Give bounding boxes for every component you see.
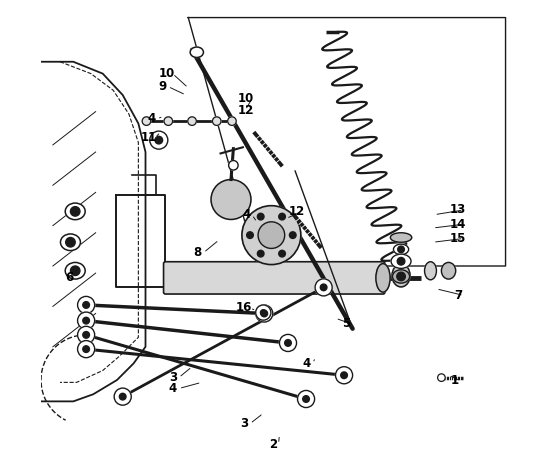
- Ellipse shape: [280, 334, 296, 352]
- Ellipse shape: [155, 136, 163, 144]
- Text: 14: 14: [450, 218, 466, 231]
- Ellipse shape: [341, 372, 348, 379]
- Ellipse shape: [119, 393, 126, 400]
- Text: 8: 8: [194, 246, 202, 259]
- Ellipse shape: [228, 117, 236, 125]
- Text: 9: 9: [158, 80, 166, 93]
- Ellipse shape: [320, 284, 327, 291]
- Circle shape: [278, 213, 285, 220]
- Ellipse shape: [77, 296, 95, 314]
- Ellipse shape: [261, 310, 267, 317]
- Ellipse shape: [77, 312, 95, 329]
- Ellipse shape: [65, 203, 85, 219]
- Ellipse shape: [256, 305, 273, 322]
- Ellipse shape: [391, 254, 411, 268]
- Ellipse shape: [150, 131, 168, 149]
- Ellipse shape: [228, 161, 238, 170]
- Ellipse shape: [256, 305, 271, 320]
- Text: 3: 3: [240, 417, 248, 430]
- Ellipse shape: [83, 317, 90, 324]
- Ellipse shape: [190, 47, 203, 57]
- Text: 12: 12: [238, 104, 255, 117]
- Ellipse shape: [297, 390, 315, 408]
- Ellipse shape: [83, 346, 90, 352]
- Text: 7: 7: [454, 289, 462, 302]
- Text: 12: 12: [289, 205, 305, 218]
- Text: 16: 16: [236, 301, 252, 314]
- FancyBboxPatch shape: [164, 262, 385, 294]
- Text: 2: 2: [268, 437, 277, 451]
- Ellipse shape: [83, 332, 90, 338]
- Circle shape: [242, 206, 301, 265]
- Text: 10: 10: [159, 67, 175, 80]
- Text: 4: 4: [147, 112, 155, 125]
- Circle shape: [66, 238, 75, 247]
- Ellipse shape: [285, 340, 291, 346]
- Ellipse shape: [398, 246, 404, 253]
- Circle shape: [247, 232, 253, 238]
- Ellipse shape: [393, 244, 409, 255]
- Ellipse shape: [83, 302, 90, 308]
- Ellipse shape: [376, 264, 390, 292]
- Ellipse shape: [188, 117, 196, 125]
- Ellipse shape: [302, 396, 309, 402]
- Text: 1: 1: [451, 374, 460, 388]
- Ellipse shape: [390, 233, 412, 242]
- Circle shape: [211, 180, 251, 219]
- Ellipse shape: [393, 270, 409, 283]
- Ellipse shape: [315, 279, 332, 296]
- Circle shape: [257, 250, 264, 257]
- Ellipse shape: [397, 272, 405, 281]
- Ellipse shape: [261, 310, 266, 315]
- Text: 4: 4: [169, 382, 177, 395]
- Ellipse shape: [397, 257, 405, 265]
- Text: 11: 11: [141, 131, 158, 144]
- Ellipse shape: [65, 262, 85, 279]
- Ellipse shape: [77, 341, 95, 358]
- Ellipse shape: [212, 117, 221, 125]
- Text: 3: 3: [169, 371, 177, 384]
- Ellipse shape: [392, 264, 410, 287]
- Text: 4: 4: [303, 357, 311, 370]
- Circle shape: [70, 266, 80, 275]
- Text: 15: 15: [450, 232, 466, 245]
- Circle shape: [257, 213, 264, 220]
- Circle shape: [290, 232, 296, 238]
- Ellipse shape: [424, 262, 437, 280]
- Circle shape: [258, 222, 285, 248]
- Ellipse shape: [114, 388, 131, 405]
- Ellipse shape: [142, 117, 151, 125]
- Ellipse shape: [164, 117, 173, 125]
- Ellipse shape: [438, 374, 445, 381]
- Ellipse shape: [442, 262, 456, 279]
- Text: 6: 6: [65, 271, 74, 285]
- Text: 5: 5: [342, 317, 350, 331]
- Ellipse shape: [77, 326, 95, 343]
- Ellipse shape: [61, 234, 80, 251]
- Text: 10: 10: [238, 92, 255, 105]
- Circle shape: [278, 250, 285, 257]
- Circle shape: [70, 207, 80, 216]
- Text: 13: 13: [450, 203, 466, 217]
- Ellipse shape: [335, 367, 353, 384]
- Text: 4: 4: [242, 208, 250, 221]
